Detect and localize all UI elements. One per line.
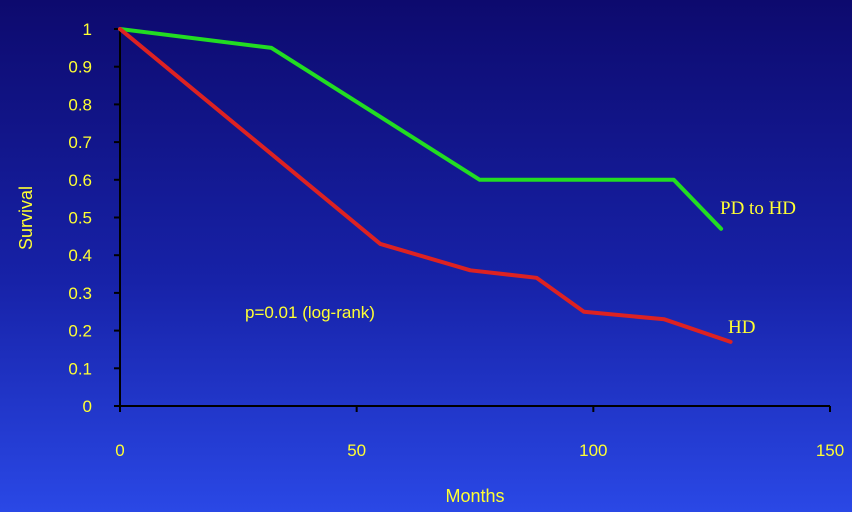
y-tick-label: 1 [83,20,92,39]
y-tick-label: 0.1 [68,359,92,378]
y-axis: 0 0.1 0.2 0.3 0.4 0.5 0.6 0.7 0.8 0.9 1 [68,20,121,416]
series-line-pd-to-hd [118,27,724,231]
annotation-logrank: p=0.01 (log-rank) [245,303,375,322]
y-tick-label: 0.7 [68,133,92,152]
y-tick-label: 0 [83,397,92,416]
y-tick-label: 0.3 [68,284,92,303]
y-tick-label: 0.5 [68,209,92,228]
y-axis-title: Survival [16,186,36,250]
y-tick-label: 0.9 [68,58,92,77]
x-tick-label: 0 [115,441,124,460]
x-tick-label: 150 [816,441,844,460]
series-label-pd-to-hd: PD to HD [720,198,796,219]
series-labels: PD to HD HD [720,198,796,338]
x-axis-title: Months [445,486,504,506]
series-label-hd: HD [728,317,755,338]
y-tick-label: 0.2 [68,322,92,341]
series-line-hd [118,27,733,344]
x-axis: 0 50 100 150 [115,405,844,460]
series-lines [118,27,733,344]
x-tick-label: 100 [579,441,607,460]
x-tick-label: 50 [347,441,366,460]
y-tick-label: 0.4 [68,246,92,265]
y-tick-label: 0.8 [68,95,92,114]
y-tick-label: 0.6 [68,171,92,190]
